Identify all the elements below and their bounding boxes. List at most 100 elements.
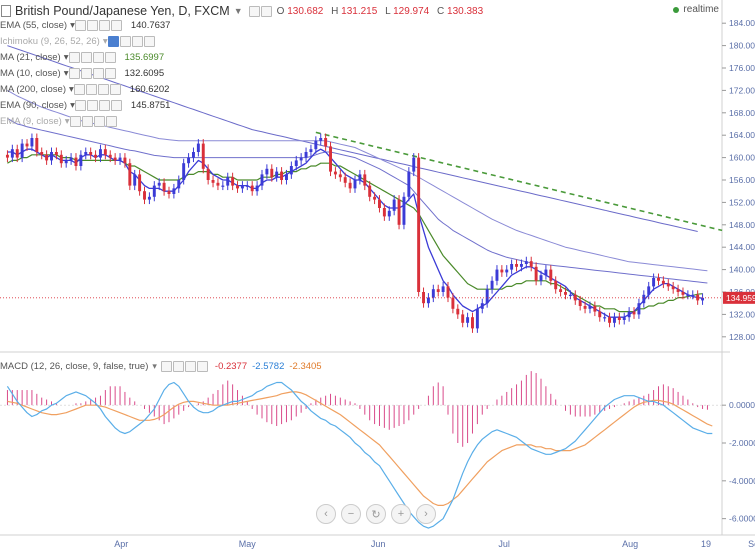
candle-body bbox=[304, 152, 308, 158]
candle-body bbox=[627, 311, 631, 318]
settings-icon[interactable] bbox=[86, 100, 98, 111]
legend-ema-9[interactable]: EMA (9, close) ▾ bbox=[0, 116, 122, 127]
zoom-in-icon[interactable]: + bbox=[391, 504, 411, 524]
candle-body bbox=[236, 185, 239, 189]
candle-body bbox=[578, 300, 582, 306]
macd-hist-value: -0.2377 bbox=[214, 361, 248, 372]
candle-body bbox=[221, 185, 225, 187]
eye-icon[interactable] bbox=[107, 36, 119, 47]
reset-icon[interactable]: ↻ bbox=[366, 504, 386, 524]
candle-body bbox=[54, 152, 58, 155]
settings-icon[interactable] bbox=[81, 116, 93, 127]
scroll-left-icon[interactable]: ‹ bbox=[316, 504, 336, 524]
eye-icon[interactable] bbox=[68, 68, 80, 79]
candle-body bbox=[270, 168, 274, 178]
close-icon[interactable] bbox=[92, 52, 104, 63]
candle-body bbox=[583, 306, 587, 309]
more-icon[interactable] bbox=[105, 116, 117, 127]
macd-legend[interactable]: MACD (12, 26, close, 9, false, true) ▾ -… bbox=[0, 361, 322, 372]
candle-body bbox=[74, 157, 78, 166]
eye-icon[interactable] bbox=[160, 361, 172, 372]
candle-body bbox=[412, 157, 416, 172]
time-tick-label: Sep bbox=[748, 539, 755, 549]
eye-icon[interactable] bbox=[73, 84, 85, 95]
candle-body bbox=[392, 199, 396, 211]
close-icon[interactable] bbox=[98, 20, 110, 31]
legend-ma-10[interactable]: MA (10, close) ▾ 132.6095 bbox=[0, 68, 165, 79]
candle-body bbox=[564, 292, 567, 295]
price-tick-label: 128.000 bbox=[729, 332, 755, 342]
candle-body bbox=[177, 180, 181, 189]
candle-body bbox=[157, 182, 161, 186]
settings-icon[interactable] bbox=[86, 20, 98, 31]
eye-icon[interactable] bbox=[74, 100, 86, 111]
ema90-line bbox=[7, 89, 708, 272]
eye-icon[interactable] bbox=[248, 5, 260, 17]
legend-ma-21[interactable]: MA (21, close) ▾ 135.6997 bbox=[0, 52, 165, 63]
candle-body bbox=[461, 314, 465, 323]
settings-icon[interactable] bbox=[80, 68, 92, 79]
more-icon[interactable] bbox=[110, 20, 122, 31]
candle-body bbox=[588, 306, 592, 309]
eye-icon[interactable] bbox=[68, 52, 80, 63]
close-icon[interactable] bbox=[97, 84, 109, 95]
close-icon[interactable] bbox=[98, 100, 110, 111]
candle-body bbox=[211, 180, 215, 183]
time-tick-label: Aug bbox=[622, 539, 638, 549]
candle-body bbox=[196, 143, 200, 152]
candle-body bbox=[612, 317, 616, 323]
high-value: 131.215 bbox=[341, 5, 378, 17]
candle-body bbox=[275, 171, 279, 178]
price-tick-label: 132.000 bbox=[729, 309, 755, 319]
time-tick-label: Jul bbox=[498, 539, 510, 549]
candle-body bbox=[15, 149, 19, 158]
candle-body bbox=[568, 294, 572, 296]
more-icon[interactable] bbox=[104, 52, 116, 63]
candle-body bbox=[652, 278, 656, 287]
candle-body bbox=[79, 154, 83, 166]
settings-icon[interactable] bbox=[80, 52, 92, 63]
more-icon[interactable] bbox=[110, 100, 122, 111]
settings-icon[interactable] bbox=[119, 36, 131, 47]
more-icon[interactable] bbox=[109, 84, 121, 95]
close-icon[interactable] bbox=[92, 68, 104, 79]
more-icon[interactable] bbox=[143, 36, 155, 47]
close-icon[interactable] bbox=[131, 36, 143, 47]
price-tick-label: 164.000 bbox=[729, 130, 755, 140]
legend-ema-55[interactable]: EMA (55, close) ▾ 140.7637 bbox=[0, 20, 171, 31]
candle-body bbox=[451, 297, 455, 309]
legend-ema-90[interactable]: EMA (90, close) ▾ 145.8751 bbox=[0, 100, 171, 111]
candle-body bbox=[510, 264, 514, 270]
symbol-toggle-checkbox[interactable] bbox=[1, 5, 11, 17]
more-icon[interactable] bbox=[104, 68, 116, 79]
settings-icon[interactable] bbox=[85, 84, 97, 95]
candle-body bbox=[485, 289, 489, 304]
eye-icon[interactable] bbox=[69, 116, 81, 127]
symbol-title[interactable]: British Pound/Japanese Yen, D, FXCM bbox=[15, 4, 230, 18]
close-icon[interactable] bbox=[184, 361, 196, 372]
macd-tick-label: -2.0000 bbox=[729, 438, 755, 448]
macd-tick-label: -4.0000 bbox=[729, 476, 755, 486]
close-icon[interactable] bbox=[93, 116, 105, 127]
candle-body bbox=[35, 138, 39, 152]
candle-body bbox=[515, 264, 519, 267]
candle-body bbox=[138, 174, 142, 192]
last-price-label: 134.959 bbox=[726, 293, 755, 303]
price-tick-label: 176.000 bbox=[729, 63, 755, 73]
settings-icon[interactable] bbox=[172, 361, 184, 372]
more-icon[interactable] bbox=[196, 361, 208, 372]
candle-body bbox=[333, 171, 337, 175]
candle-body bbox=[373, 196, 377, 200]
eye-icon[interactable] bbox=[74, 20, 86, 31]
settings-icon[interactable] bbox=[260, 5, 272, 17]
legend-ichimoku[interactable]: Ichimoku (9, 26, 52, 26) ▾ bbox=[0, 36, 160, 47]
candle-body bbox=[45, 154, 49, 161]
zoom-out-icon[interactable]: − bbox=[341, 504, 361, 524]
candle-body bbox=[666, 283, 670, 287]
scroll-right-icon[interactable]: › bbox=[416, 504, 436, 524]
price-tick-label: 172.000 bbox=[729, 85, 755, 95]
candle-body bbox=[5, 154, 9, 158]
legend-ma-200[interactable]: MA (200, close) ▾ 160.6202 bbox=[0, 84, 170, 95]
chevron-down-icon[interactable]: ▼ bbox=[233, 6, 243, 16]
